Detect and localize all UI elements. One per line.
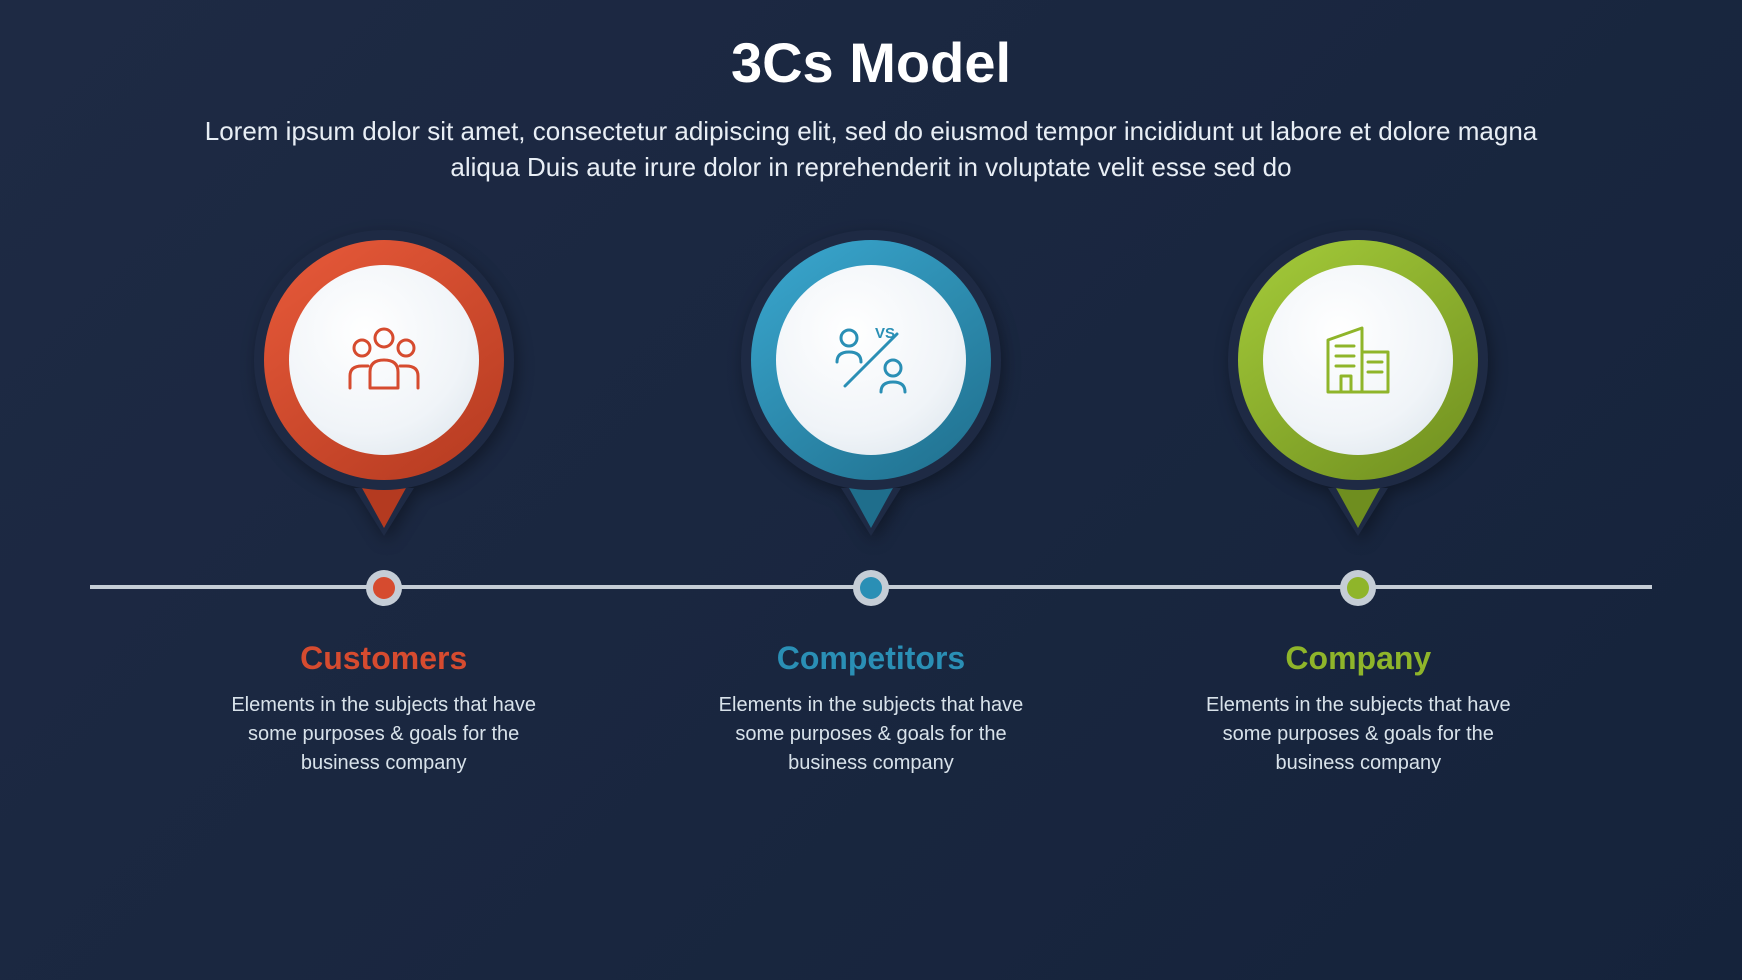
item-desc-competitors: Elements in the subjects that have some … (711, 691, 1031, 778)
item-desc-company: Elements in the subjects that have some … (1198, 691, 1518, 778)
pin-company (1228, 230, 1488, 540)
timeline-dot-customers (366, 570, 402, 606)
page-title: 3Cs Model (0, 30, 1742, 95)
timeline-item-competitors: VS Competitors Elements in the subjects … (671, 230, 1071, 778)
building-icon (1308, 310, 1408, 410)
timeline-dot-competitors (853, 570, 889, 606)
page-subtitle: Lorem ipsum dolor sit amet, consectetur … (171, 113, 1571, 186)
pin-competitors: VS (741, 230, 1001, 540)
header: 3Cs Model Lorem ipsum dolor sit amet, co… (0, 0, 1742, 186)
timeline: Customers Elements in the subjects that … (0, 230, 1742, 830)
item-title-customers: Customers (224, 640, 544, 677)
timeline-dot-company (1340, 570, 1376, 606)
item-title-company: Company (1198, 640, 1518, 677)
item-desc-customers: Elements in the subjects that have some … (224, 691, 544, 778)
item-title-competitors: Competitors (711, 640, 1031, 677)
svg-text:VS: VS (875, 325, 895, 342)
versus-icon: VS (821, 310, 921, 410)
pin-customers (254, 230, 514, 540)
items-row: Customers Elements in the subjects that … (0, 230, 1742, 778)
timeline-item-customers: Customers Elements in the subjects that … (184, 230, 584, 778)
people-group-icon (334, 310, 434, 410)
timeline-item-company: Company Elements in the subjects that ha… (1158, 230, 1558, 778)
